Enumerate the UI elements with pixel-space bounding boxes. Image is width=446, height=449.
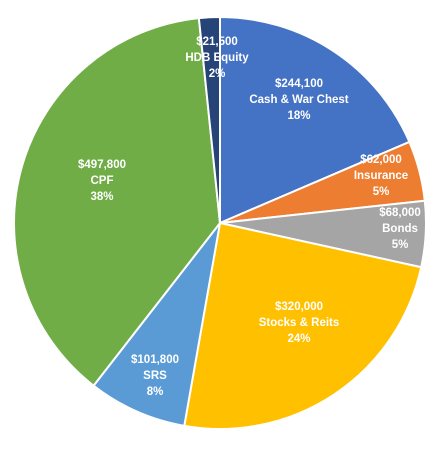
pie-slice-hdb <box>197 16 221 224</box>
data-label-stocks: $320,000 Stocks & Reits 24% <box>259 301 340 345</box>
pie-slice-srs <box>92 222 221 427</box>
data-label-srs-value-label: $101,800 <box>131 354 179 366</box>
data-label-bonds-name: Bonds <box>382 223 418 235</box>
data-label-hdb-value-label: $21,500 <box>196 36 238 48</box>
data-label-bonds: $68,000 Bonds 5% <box>379 207 421 251</box>
data-label-hdb: $21,500 HDB Equity 2% <box>185 36 249 80</box>
data-label-cpf-name: CPF <box>91 175 114 187</box>
data-label-cpf-pct-label: 38% <box>90 191 113 203</box>
pie-slices <box>13 16 427 431</box>
data-label-stocks-value-label: $320,000 <box>275 301 323 313</box>
pie-slice-cash <box>219 16 411 224</box>
data-label-bonds-value-label: $68,000 <box>379 207 421 219</box>
pie-slice-cpf <box>13 17 221 387</box>
data-label-insurance-value-label: $62,000 <box>360 154 402 166</box>
data-label-insurance: $62,000 Insurance 5% <box>354 154 408 198</box>
data-label-srs-pct-label: 8% <box>147 386 164 398</box>
data-label-cash-name: Cash & War Chest <box>249 94 348 106</box>
data-label-stocks-name: Stocks & Reits <box>259 317 340 329</box>
data-label-srs: $101,800 SRS 8% <box>131 354 179 398</box>
data-label-stocks-pct-label: 24% <box>287 333 310 345</box>
data-label-insurance-name: Insurance <box>354 170 408 182</box>
data-label-cash: $244,100 Cash & War Chest 18% <box>249 78 348 122</box>
data-label-cpf-value-label: $497,800 <box>78 159 126 171</box>
data-label-hdb-pct-label: 2% <box>209 68 226 80</box>
data-label-srs-name: SRS <box>143 370 167 382</box>
pie-slice-stocks <box>183 222 423 431</box>
pie-labels: $244,100 Cash & War Chest 18% $62,000 Insura… <box>78 36 421 398</box>
data-label-cpf: $497,800 CPF 38% <box>78 159 126 203</box>
data-label-hdb-name: HDB Equity <box>185 52 249 64</box>
data-label-cash-pct-label: 18% <box>287 110 310 122</box>
data-label-cash-value-label: $244,100 <box>275 78 323 90</box>
data-label-bonds-pct-label: 5% <box>392 239 409 251</box>
data-label-insurance-pct-label: 5% <box>373 186 390 198</box>
